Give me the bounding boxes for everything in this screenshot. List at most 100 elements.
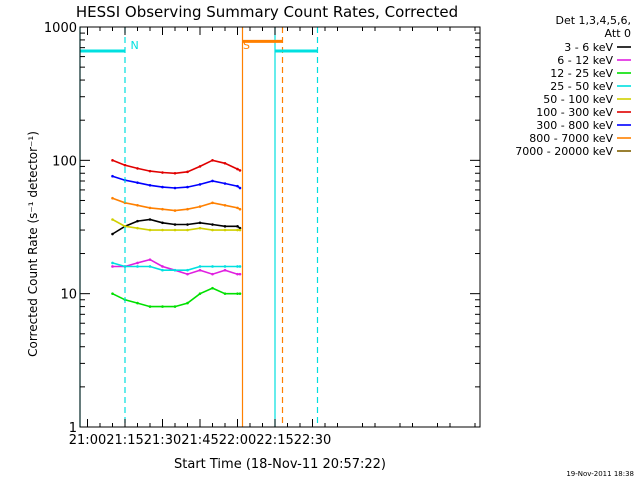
- series-point-800-7000-kev: [186, 207, 189, 211]
- series-line-50-100-kev: [112, 218, 240, 231]
- series-point-6-12-kev: [111, 265, 114, 268]
- series-point-25-50-kev: [173, 268, 177, 272]
- series-line-100-300-kev: [112, 159, 241, 175]
- series-point-25-50-kev: [161, 268, 164, 272]
- series-point-100-300-kev: [173, 171, 177, 175]
- series-point-50-100-kev: [186, 228, 189, 232]
- series-line-25-50-kev: [112, 262, 240, 272]
- series-point-300-800-kev: [148, 183, 152, 187]
- series-point-25-50-kev: [211, 265, 214, 268]
- series-point-12-25-kev: [136, 301, 139, 305]
- series-point-300-800-kev: [186, 185, 189, 189]
- y-tick-label: 1: [69, 421, 77, 436]
- series-point-12-25-kev: [211, 286, 214, 290]
- series-point-12-25-kev: [223, 292, 227, 295]
- series-point-300-800-kev: [238, 186, 242, 190]
- series-point-3-6-kev: [223, 225, 227, 228]
- series-point-6-12-kev: [223, 268, 227, 272]
- legend-label-3-6-kev: 3 - 6 keV: [564, 41, 613, 54]
- legend-label-6-12-kev: 6 - 12 keV: [557, 54, 613, 67]
- series-point-25-50-kev: [111, 261, 114, 265]
- series-point-50-100-kev: [161, 228, 164, 232]
- series-point-800-7000-kev: [111, 196, 114, 200]
- series-point-300-800-kev: [236, 184, 239, 188]
- flag-label-s: S: [243, 39, 250, 52]
- series-point-3-6-kev: [186, 223, 189, 226]
- series-point-3-6-kev: [173, 223, 177, 226]
- series-point-6-12-kev: [238, 272, 242, 276]
- legend-header-line: Det 1,3,4,5,6,: [555, 14, 631, 27]
- legend-label-300-800-kev: 300 - 800 keV: [536, 119, 613, 132]
- series-point-3-6-kev: [136, 219, 139, 223]
- chart-title: HESSI Observing Summary Count Rates, Cor…: [76, 3, 458, 21]
- series-point-300-800-kev: [211, 179, 214, 183]
- series-point-6-12-kev: [236, 272, 239, 276]
- series-line-800-7000-kev: [112, 197, 241, 212]
- series-point-800-7000-kev: [236, 206, 239, 210]
- series-point-12-25-kev: [111, 292, 114, 295]
- legend-label-50-100-kev: 50 - 100 keV: [543, 93, 613, 106]
- series-point-800-7000-kev: [211, 201, 214, 205]
- series-point-12-25-kev: [173, 305, 177, 308]
- series-point-800-7000-kev: [136, 203, 139, 207]
- series-point-300-800-kev: [111, 174, 114, 178]
- x-tick-label: 22:30: [294, 433, 331, 448]
- series-point-12-25-kev: [238, 292, 242, 295]
- series-point-300-800-kev: [198, 183, 202, 186]
- series-point-25-50-kev: [123, 265, 127, 268]
- series-point-3-6-kev: [236, 225, 239, 228]
- series-point-12-25-kev: [161, 305, 164, 308]
- series-point-25-50-kev: [198, 265, 202, 268]
- series-point-3-6-kev: [161, 221, 164, 225]
- series-point-100-300-kev: [223, 162, 227, 165]
- series-point-100-300-kev: [136, 167, 139, 170]
- series-point-12-25-kev: [186, 301, 189, 305]
- series-point-3-6-kev: [198, 221, 202, 225]
- x-tick-label: 22:00: [219, 433, 256, 448]
- series-point-3-6-kev: [111, 232, 114, 236]
- series-point-6-12-kev: [186, 272, 189, 276]
- series-point-300-800-kev: [161, 185, 164, 189]
- plot-frame: [79, 26, 481, 428]
- series-point-800-7000-kev: [223, 203, 227, 207]
- series-line-12-25-kev: [112, 287, 240, 308]
- series-point-6-12-kev: [161, 265, 164, 268]
- series-point-25-50-kev: [136, 265, 139, 268]
- y-axis-label: Corrected Count Rate (s⁻¹ detector⁻¹): [26, 131, 40, 357]
- series-point-25-50-kev: [148, 265, 152, 268]
- series-point-100-300-kev: [236, 167, 239, 171]
- legend-header-line: Att 0: [605, 27, 631, 40]
- series-point-800-7000-kev: [238, 207, 242, 211]
- series-point-100-300-kev: [111, 159, 114, 162]
- series-point-3-6-kev: [211, 223, 214, 226]
- series-point-6-12-kev: [211, 272, 214, 276]
- x-tick-label: 21:30: [144, 433, 181, 448]
- series-point-12-25-kev: [148, 305, 152, 308]
- series-line-300-800-kev: [112, 175, 241, 189]
- series-point-800-7000-kev: [148, 206, 152, 210]
- series-point-25-50-kev: [186, 268, 189, 272]
- series-line-3-6-kev: [112, 218, 241, 235]
- series-point-25-50-kev: [223, 265, 227, 268]
- series-point-12-25-kev: [198, 292, 202, 295]
- series-point-100-300-kev: [161, 171, 164, 174]
- x-tick-label: 22:15: [256, 433, 293, 448]
- x-tick-label: 21:00: [69, 433, 106, 448]
- series-point-50-100-kev: [238, 228, 242, 232]
- series-line-6-12-kev: [112, 258, 240, 276]
- series-point-50-100-kev: [236, 228, 239, 232]
- series-point-800-7000-kev: [173, 209, 177, 212]
- legend-label-7000-20000-kev: 7000 - 20000 keV: [515, 145, 613, 158]
- series-point-100-300-kev: [186, 170, 189, 174]
- flag-label-n: N: [131, 39, 139, 52]
- series-point-50-100-kev: [211, 228, 214, 232]
- y-tick-label: 10: [60, 288, 77, 303]
- series-point-25-50-kev: [236, 265, 239, 268]
- series-point-6-12-kev: [198, 268, 202, 272]
- legend-label-100-300-kev: 100 - 300 keV: [536, 106, 613, 119]
- x-tick-label: 21:45: [181, 433, 218, 448]
- series-point-3-6-kev: [238, 226, 242, 230]
- footer-date: 19-Nov-2011 18:38: [566, 470, 634, 478]
